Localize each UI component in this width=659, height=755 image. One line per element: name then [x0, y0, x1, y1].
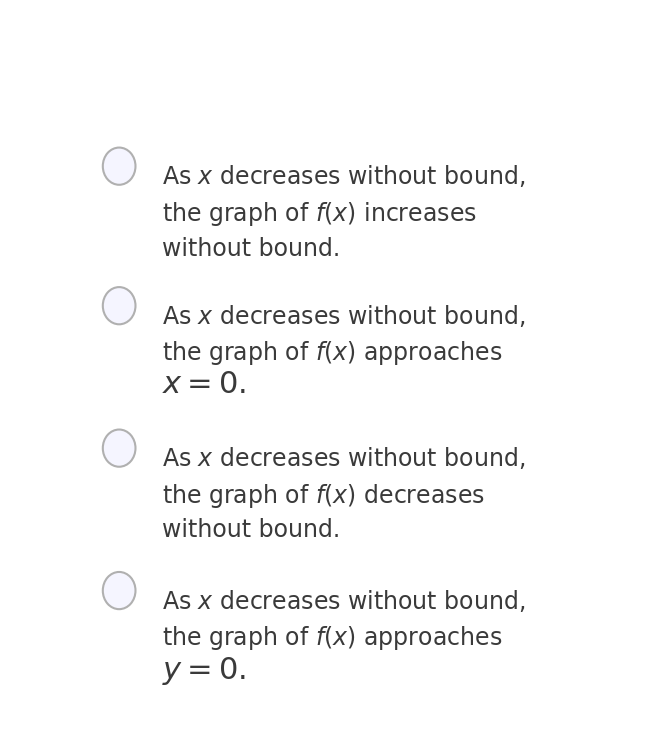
Text: As $x$ decreases without bound,: As $x$ decreases without bound,	[161, 445, 525, 471]
Circle shape	[103, 430, 136, 467]
Text: the graph of $f$($x$) approaches: the graph of $f$($x$) approaches	[161, 340, 502, 368]
Text: the graph of $f$($x$) decreases: the graph of $f$($x$) decreases	[161, 482, 484, 510]
Text: the graph of $f$($x$) increases: the graph of $f$($x$) increases	[161, 200, 476, 228]
Text: As $x$ decreases without bound,: As $x$ decreases without bound,	[161, 163, 525, 190]
Text: without bound.: without bound.	[161, 236, 340, 260]
Text: without bound.: without bound.	[161, 519, 340, 543]
Circle shape	[103, 147, 136, 185]
Text: $y = 0$.: $y = 0$.	[161, 655, 246, 687]
Text: $x = 0$.: $x = 0$.	[161, 370, 246, 399]
Circle shape	[103, 572, 136, 609]
Text: As $x$ decreases without bound,: As $x$ decreases without bound,	[161, 303, 525, 328]
Text: As $x$ decreases without bound,: As $x$ decreases without bound,	[161, 587, 525, 614]
Text: the graph of $f$($x$) approaches: the graph of $f$($x$) approaches	[161, 624, 502, 652]
Circle shape	[103, 287, 136, 325]
